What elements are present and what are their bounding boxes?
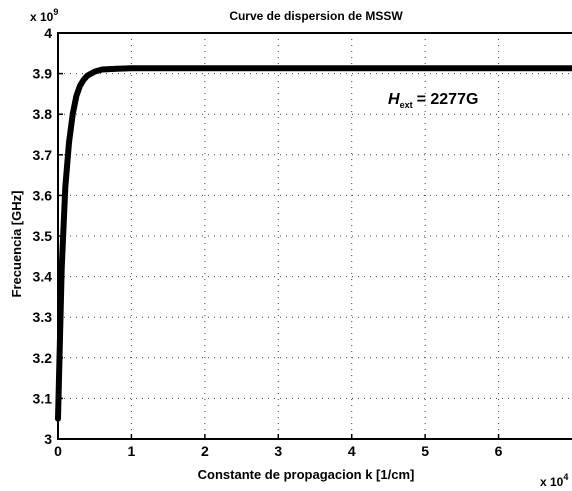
y-tick-label: 3.7 xyxy=(33,147,53,163)
y-tick-label: 3.4 xyxy=(33,269,53,285)
y-tick-label: 3.2 xyxy=(33,350,53,366)
y-multiplier-exponent: 9 xyxy=(53,7,58,17)
chart-title: Curve de dispersion de MSSW xyxy=(229,9,403,23)
x-multiplier-exponent: 4 xyxy=(563,472,568,482)
y-tick-label: 3.6 xyxy=(33,187,53,203)
axis-ticks: 0 1 2 3 4 5 6 3 3.1 3.2 3.3 3.4 3.5 3.6 3.7 3.8 3.9 4 xyxy=(33,25,503,459)
annotation-subscript: ext xyxy=(400,100,413,110)
plot-area xyxy=(58,33,572,439)
y-axis-label: Frecuencia [GHz] xyxy=(9,191,24,298)
y-tick-label: 4 xyxy=(44,25,52,41)
annotation-symbol: H xyxy=(388,91,400,108)
x-tick-label: 1 xyxy=(128,443,136,459)
x-axis-label: Constante de propagacion k [1/cm] xyxy=(198,467,415,482)
x-multiplier: x 104 xyxy=(540,472,568,489)
series-layer xyxy=(55,65,572,422)
x-tick-label: 5 xyxy=(421,443,429,459)
x-tick-label: 6 xyxy=(495,443,503,459)
x-tick-label: 2 xyxy=(201,443,209,459)
y-multiplier-base: x 10 xyxy=(30,10,54,24)
y-multiplier: x 109 xyxy=(30,7,58,24)
x-tick-label: 4 xyxy=(348,443,356,459)
dispersion-curve xyxy=(55,65,572,422)
field-annotation: Hext = 2277G xyxy=(388,91,478,110)
y-tick-label: 3.5 xyxy=(33,228,53,244)
x-multiplier-base: x 10 xyxy=(540,475,564,489)
y-tick-label: 3.1 xyxy=(33,390,53,406)
y-tick-label: 3.8 xyxy=(33,106,53,122)
annotation-value: = 2277G xyxy=(417,91,479,108)
y-tick-label: 3.9 xyxy=(33,66,53,82)
y-tick-label: 3 xyxy=(44,431,52,447)
x-tick-label: 0 xyxy=(54,443,62,459)
x-tick-label: 3 xyxy=(274,443,282,459)
y-tick-label: 3.3 xyxy=(33,309,53,325)
